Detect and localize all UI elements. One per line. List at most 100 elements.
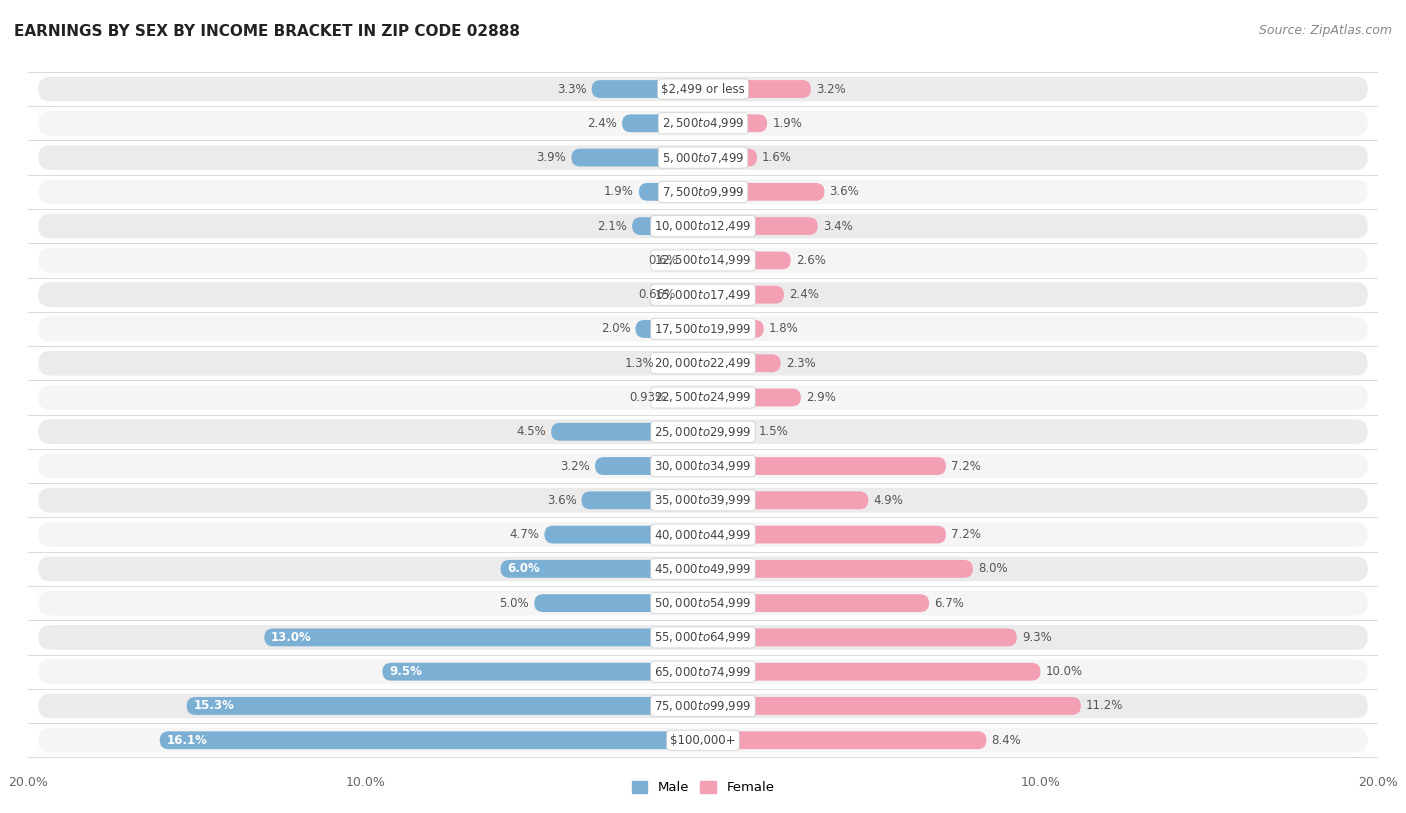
Text: 3.9%: 3.9% — [537, 151, 567, 164]
FancyBboxPatch shape — [38, 111, 1368, 136]
FancyBboxPatch shape — [38, 625, 1368, 650]
FancyBboxPatch shape — [703, 149, 756, 167]
Text: 1.3%: 1.3% — [624, 357, 654, 370]
Text: 2.4%: 2.4% — [789, 288, 818, 301]
Text: 3.4%: 3.4% — [823, 220, 852, 233]
FancyBboxPatch shape — [636, 320, 703, 338]
FancyBboxPatch shape — [582, 491, 703, 509]
Text: EARNINGS BY SEX BY INCOME BRACKET IN ZIP CODE 02888: EARNINGS BY SEX BY INCOME BRACKET IN ZIP… — [14, 24, 520, 39]
FancyBboxPatch shape — [703, 663, 1040, 680]
Text: 15.3%: 15.3% — [194, 699, 235, 712]
FancyBboxPatch shape — [501, 560, 703, 578]
Text: $55,000 to $64,999: $55,000 to $64,999 — [654, 630, 752, 645]
Text: $40,000 to $44,999: $40,000 to $44,999 — [654, 528, 752, 541]
FancyBboxPatch shape — [38, 522, 1368, 547]
FancyBboxPatch shape — [38, 728, 1368, 753]
Text: 8.4%: 8.4% — [991, 733, 1021, 746]
Text: 2.9%: 2.9% — [806, 391, 835, 404]
Text: $7,500 to $9,999: $7,500 to $9,999 — [662, 185, 744, 199]
FancyBboxPatch shape — [38, 591, 1368, 615]
Text: $25,000 to $29,999: $25,000 to $29,999 — [654, 424, 752, 439]
Text: $65,000 to $74,999: $65,000 to $74,999 — [654, 665, 752, 679]
Text: 1.6%: 1.6% — [762, 151, 792, 164]
Text: $2,500 to $4,999: $2,500 to $4,999 — [662, 116, 744, 130]
Text: 2.4%: 2.4% — [588, 117, 617, 130]
FancyBboxPatch shape — [264, 628, 703, 646]
FancyBboxPatch shape — [592, 80, 703, 98]
Text: $30,000 to $34,999: $30,000 to $34,999 — [654, 459, 752, 473]
Text: 5.0%: 5.0% — [499, 597, 529, 610]
FancyBboxPatch shape — [703, 80, 811, 98]
FancyBboxPatch shape — [571, 149, 703, 167]
FancyBboxPatch shape — [38, 316, 1368, 341]
Text: $17,500 to $19,999: $17,500 to $19,999 — [654, 322, 752, 336]
FancyBboxPatch shape — [638, 183, 703, 201]
Text: 9.3%: 9.3% — [1022, 631, 1052, 644]
Text: 1.5%: 1.5% — [759, 425, 789, 438]
Text: 0.6%: 0.6% — [648, 254, 678, 267]
FancyBboxPatch shape — [703, 115, 768, 133]
Text: 8.0%: 8.0% — [979, 563, 1008, 576]
Text: 1.8%: 1.8% — [769, 323, 799, 336]
Text: 1.9%: 1.9% — [772, 117, 801, 130]
FancyBboxPatch shape — [703, 457, 946, 475]
FancyBboxPatch shape — [382, 663, 703, 680]
Text: 7.2%: 7.2% — [950, 459, 981, 472]
Text: Source: ZipAtlas.com: Source: ZipAtlas.com — [1258, 24, 1392, 37]
FancyBboxPatch shape — [703, 285, 785, 303]
Text: 13.0%: 13.0% — [271, 631, 312, 644]
Text: 0.66%: 0.66% — [638, 288, 676, 301]
FancyBboxPatch shape — [595, 457, 703, 475]
Text: 3.6%: 3.6% — [830, 185, 859, 198]
FancyBboxPatch shape — [38, 693, 1368, 719]
FancyBboxPatch shape — [703, 354, 780, 372]
FancyBboxPatch shape — [38, 454, 1368, 478]
Text: 4.7%: 4.7% — [509, 528, 540, 541]
Text: 3.2%: 3.2% — [560, 459, 591, 472]
Text: 4.9%: 4.9% — [873, 493, 903, 506]
FancyBboxPatch shape — [703, 560, 973, 578]
FancyBboxPatch shape — [703, 594, 929, 612]
FancyBboxPatch shape — [551, 423, 703, 441]
FancyBboxPatch shape — [38, 248, 1368, 272]
Text: 0.93%: 0.93% — [630, 391, 666, 404]
FancyBboxPatch shape — [683, 251, 703, 269]
FancyBboxPatch shape — [621, 115, 703, 133]
Legend: Male, Female: Male, Female — [626, 776, 780, 799]
FancyBboxPatch shape — [38, 351, 1368, 376]
FancyBboxPatch shape — [703, 628, 1017, 646]
Text: 6.0%: 6.0% — [508, 563, 540, 576]
FancyBboxPatch shape — [38, 214, 1368, 238]
FancyBboxPatch shape — [534, 594, 703, 612]
Text: $22,500 to $24,999: $22,500 to $24,999 — [654, 390, 752, 405]
Text: 11.2%: 11.2% — [1085, 699, 1123, 712]
Text: 16.1%: 16.1% — [166, 733, 207, 746]
Text: $50,000 to $54,999: $50,000 to $54,999 — [654, 596, 752, 610]
FancyBboxPatch shape — [38, 146, 1368, 170]
Text: $35,000 to $39,999: $35,000 to $39,999 — [654, 493, 752, 507]
FancyBboxPatch shape — [703, 526, 946, 544]
FancyBboxPatch shape — [703, 320, 763, 338]
FancyBboxPatch shape — [681, 285, 703, 303]
FancyBboxPatch shape — [703, 732, 987, 749]
FancyBboxPatch shape — [703, 697, 1081, 715]
Text: $75,000 to $99,999: $75,000 to $99,999 — [654, 699, 752, 713]
FancyBboxPatch shape — [703, 183, 824, 201]
FancyBboxPatch shape — [187, 697, 703, 715]
Text: 9.5%: 9.5% — [389, 665, 422, 678]
Text: 6.7%: 6.7% — [934, 597, 965, 610]
FancyBboxPatch shape — [703, 217, 818, 235]
Text: 4.5%: 4.5% — [516, 425, 546, 438]
Text: 7.2%: 7.2% — [950, 528, 981, 541]
Text: $10,000 to $12,499: $10,000 to $12,499 — [654, 220, 752, 233]
Text: $5,000 to $7,499: $5,000 to $7,499 — [662, 150, 744, 164]
Text: 2.0%: 2.0% — [600, 323, 630, 336]
Text: 2.3%: 2.3% — [786, 357, 815, 370]
FancyBboxPatch shape — [703, 389, 801, 406]
FancyBboxPatch shape — [544, 526, 703, 544]
Text: $20,000 to $22,499: $20,000 to $22,499 — [654, 356, 752, 370]
Text: 3.6%: 3.6% — [547, 493, 576, 506]
FancyBboxPatch shape — [703, 251, 790, 269]
FancyBboxPatch shape — [38, 282, 1368, 307]
Text: 3.2%: 3.2% — [815, 83, 846, 96]
